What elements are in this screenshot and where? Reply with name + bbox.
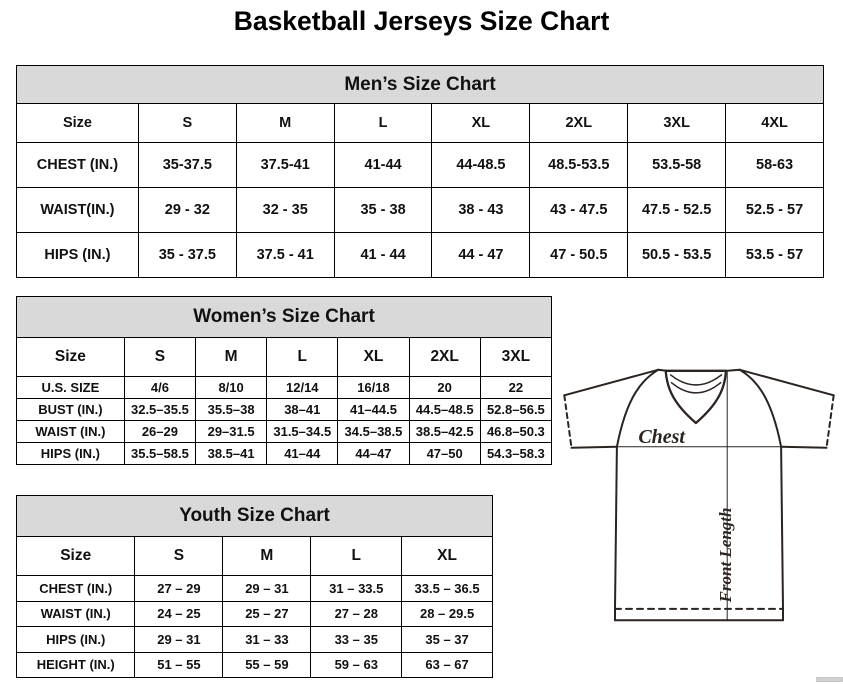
- svg-text:Chest: Chest: [638, 426, 686, 448]
- svg-text:Front Length: Front Length: [716, 508, 735, 604]
